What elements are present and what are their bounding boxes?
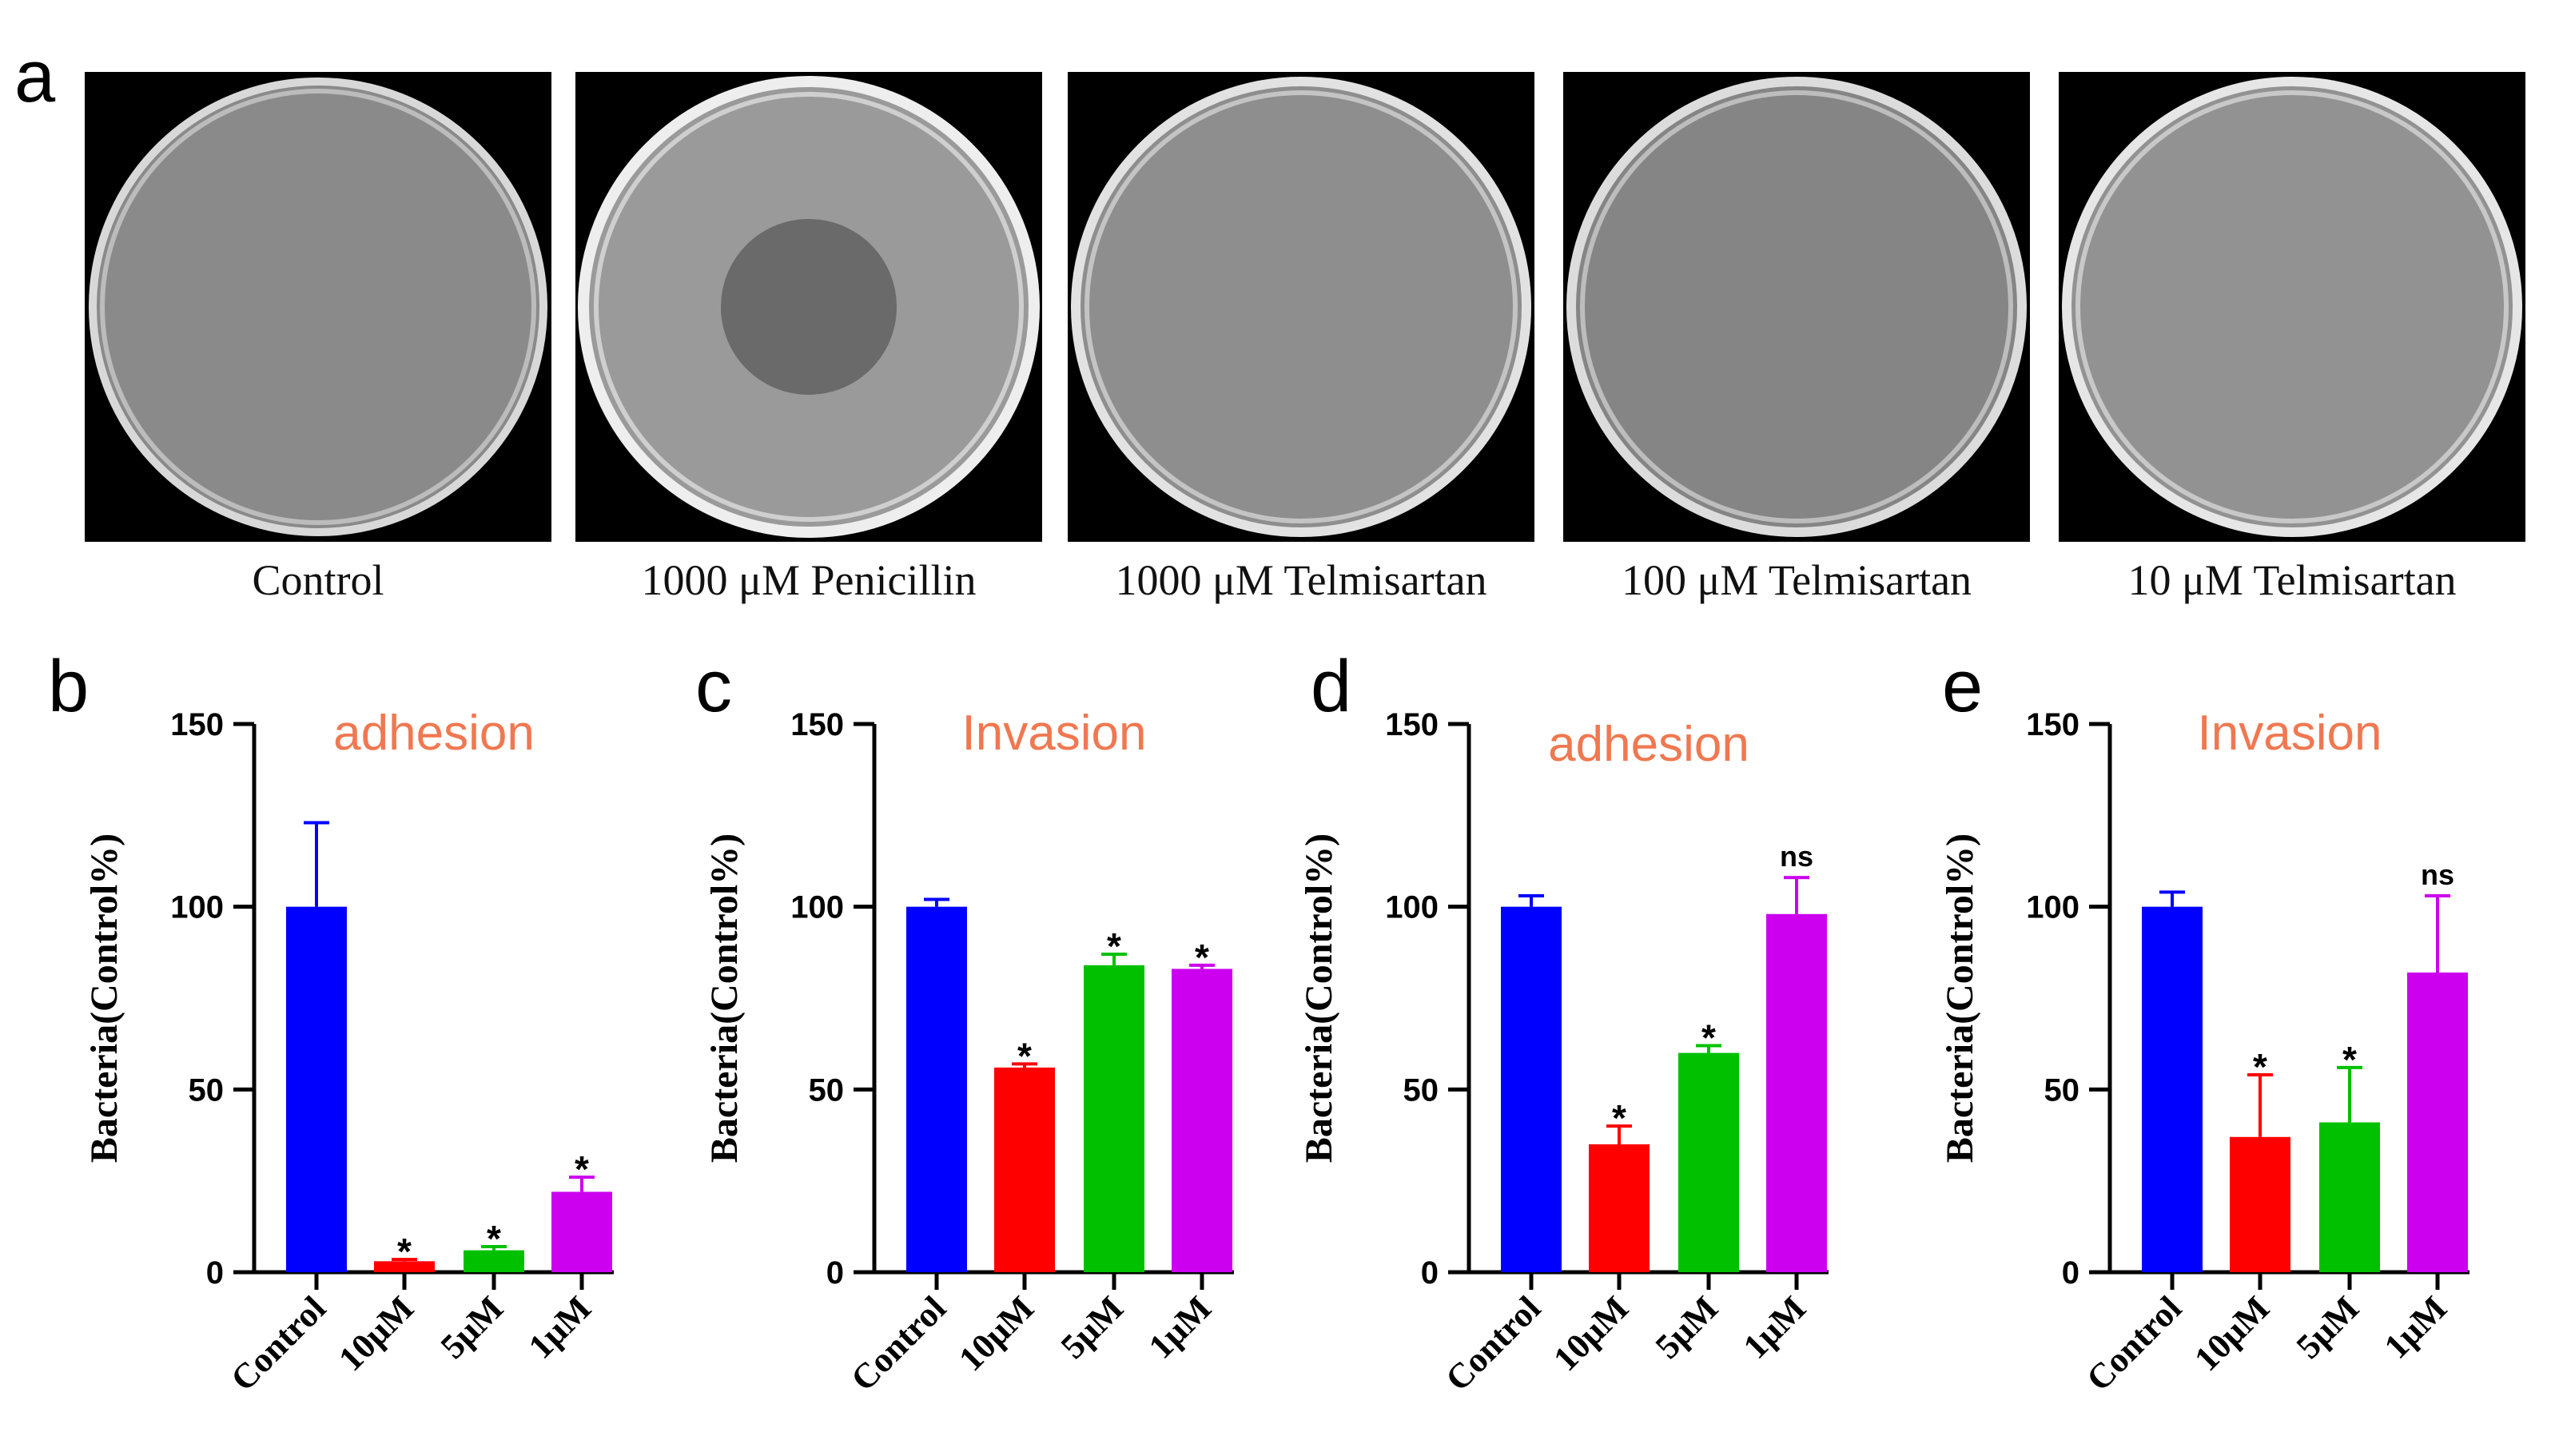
y-tick-label: 0 <box>1421 1255 1439 1291</box>
chart-title-b: adhesion <box>333 706 535 761</box>
chart-title-e: Invasion <box>2198 706 2382 761</box>
panel-letter-d: d <box>1311 646 1351 727</box>
y-tick-label: 50 <box>2044 1072 2080 1108</box>
bar-10μM <box>374 1261 435 1272</box>
x-tick-label: Control <box>223 1288 333 1398</box>
significance-mark: * <box>1701 1016 1716 1058</box>
y-tick-label: 50 <box>809 1072 845 1108</box>
bar-1μM <box>1766 913 1827 1272</box>
panel-letter-e: e <box>1942 646 1983 727</box>
x-tick-label: 5μM <box>1648 1288 1725 1366</box>
y-axis-label: Bacteria(Control%) <box>703 833 746 1163</box>
significance-mark: * <box>1195 937 1209 978</box>
y-tick-label: 150 <box>1385 707 1439 742</box>
significance-mark: ns <box>2421 858 2454 891</box>
plate-telmisartan-100 <box>1563 72 2030 542</box>
y-axis-label: Bacteria(Control%) <box>83 833 125 1163</box>
plate-caption-telmisartan-10: 10 μM Telmisartan <box>2127 556 2457 604</box>
significance-mark: * <box>2342 1039 2357 1080</box>
significance-mark: * <box>2253 1046 2267 1088</box>
significance-mark: * <box>397 1231 412 1272</box>
y-tick-label: 0 <box>826 1255 844 1291</box>
bar-1μM <box>2407 972 2468 1272</box>
bar-Control <box>906 906 967 1272</box>
y-tick-label: 0 <box>206 1255 224 1291</box>
bar-5μM <box>1678 1052 1739 1272</box>
bar-5μM <box>464 1250 524 1272</box>
petri-dish-icon <box>1071 77 1531 537</box>
plate-penicillin <box>575 72 1042 542</box>
bar-10μM <box>994 1067 1055 1272</box>
bar-Control <box>286 906 347 1272</box>
bar-5μM <box>2319 1122 2380 1272</box>
y-tick-label: 50 <box>189 1072 225 1108</box>
plate-caption-telmisartan-1000: 1000 μM Telmisartan <box>1115 556 1487 604</box>
y-tick-label: 150 <box>2026 707 2079 742</box>
x-tick-label: 5μM <box>1053 1288 1131 1366</box>
petri-dish-icon <box>89 78 547 536</box>
y-tick-label: 150 <box>170 707 224 742</box>
plate-telmisartan-1000 <box>1068 72 1534 542</box>
x-tick-label: Control <box>843 1288 953 1398</box>
significance-mark: ns <box>1780 840 1813 873</box>
x-tick-label: Control <box>1438 1288 1548 1398</box>
x-tick-label: 1μM <box>521 1288 599 1366</box>
x-tick-label: Control <box>2079 1288 2189 1398</box>
bar-10μM <box>1589 1144 1650 1272</box>
plate-control <box>85 72 551 542</box>
y-tick-label: 100 <box>170 890 224 925</box>
bar-Control <box>2142 906 2203 1272</box>
y-axis-label: Bacteria(Control%) <box>1939 833 1981 1163</box>
y-tick-label: 0 <box>2062 1255 2079 1291</box>
x-tick-label: 10μM <box>1546 1288 1636 1378</box>
panel-letter-c: c <box>695 646 732 727</box>
panel-letter-b: b <box>48 646 89 727</box>
y-tick-label: 100 <box>1385 890 1439 925</box>
bar-5μM <box>1084 965 1144 1272</box>
plate-telmisartan-10 <box>2059 72 2525 542</box>
x-tick-label: 10μM <box>2187 1288 2277 1378</box>
panel-letter-a: a <box>14 36 56 117</box>
petri-dish-icon <box>578 76 1040 538</box>
significance-mark: * <box>1612 1097 1626 1139</box>
x-tick-label: 10μM <box>331 1288 421 1378</box>
y-axis-label: Bacteria(Control%) <box>1298 833 1340 1163</box>
x-tick-label: 1μM <box>1141 1288 1219 1366</box>
petri-dish-icon <box>1566 77 2027 537</box>
significance-mark: * <box>575 1148 589 1190</box>
plate-caption-penicillin: 1000 μM Penicillin <box>641 556 977 604</box>
x-tick-label: 1μM <box>2377 1288 2454 1366</box>
y-tick-label: 100 <box>790 890 844 925</box>
chart-title-c: Invasion <box>962 706 1147 761</box>
x-tick-label: 5μM <box>2289 1288 2366 1366</box>
bar-Control <box>1501 906 1562 1272</box>
bar-1μM <box>551 1191 612 1272</box>
bar-1μM <box>1172 969 1232 1272</box>
significance-mark: * <box>1107 925 1121 967</box>
plate-caption-telmisartan-100: 100 μM Telmisartan <box>1621 556 1972 604</box>
y-tick-label: 100 <box>2026 890 2079 925</box>
bar-10μM <box>2230 1136 2290 1272</box>
x-tick-label: 1μM <box>1736 1288 1813 1366</box>
inhibition-zone <box>721 219 897 395</box>
y-tick-label: 150 <box>790 707 844 742</box>
x-tick-label: 10μM <box>951 1288 1041 1378</box>
x-tick-label: 5μM <box>433 1288 511 1366</box>
significance-mark: * <box>487 1218 501 1259</box>
y-tick-label: 50 <box>1403 1072 1439 1108</box>
chart-title-d: adhesion <box>1548 717 1749 772</box>
petri-dish-icon <box>2062 77 2522 537</box>
significance-mark: * <box>1017 1035 1032 1076</box>
plate-caption-control: Control <box>252 556 384 604</box>
